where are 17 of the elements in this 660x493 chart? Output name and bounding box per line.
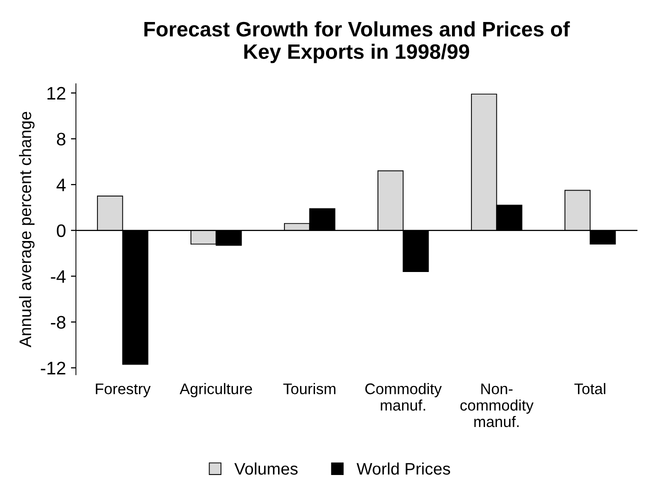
legend-label: Volumes bbox=[234, 462, 298, 475]
y-axis-title: Annual average percent change bbox=[18, 112, 35, 348]
legend-label: World Prices bbox=[356, 462, 450, 475]
y-tick-label: 12 bbox=[47, 86, 66, 100]
y-tick-label: 8 bbox=[56, 132, 66, 146]
x-tick-label: Total bbox=[574, 383, 606, 394]
y-tick-label: -12 bbox=[40, 362, 66, 374]
y-tick-label: 0 bbox=[56, 224, 66, 238]
x-tick-label: Commodity manuf. bbox=[365, 383, 442, 411]
x-tick-label: Tourism bbox=[283, 383, 336, 394]
x-tick-label: Non- commodity manuf. bbox=[460, 384, 534, 428]
x-tick-label: Forestry bbox=[96, 384, 151, 398]
chart-title: Forecast Growth for Volumes and Prices of Key Exports in 1998/99 bbox=[144, 21, 570, 64]
y-tick-label: -8 bbox=[50, 316, 66, 329]
y-tick-label: -4 bbox=[50, 270, 66, 283]
x-tick-label: Agriculture bbox=[180, 383, 252, 398]
y-tick-label: 4 bbox=[56, 178, 66, 192]
